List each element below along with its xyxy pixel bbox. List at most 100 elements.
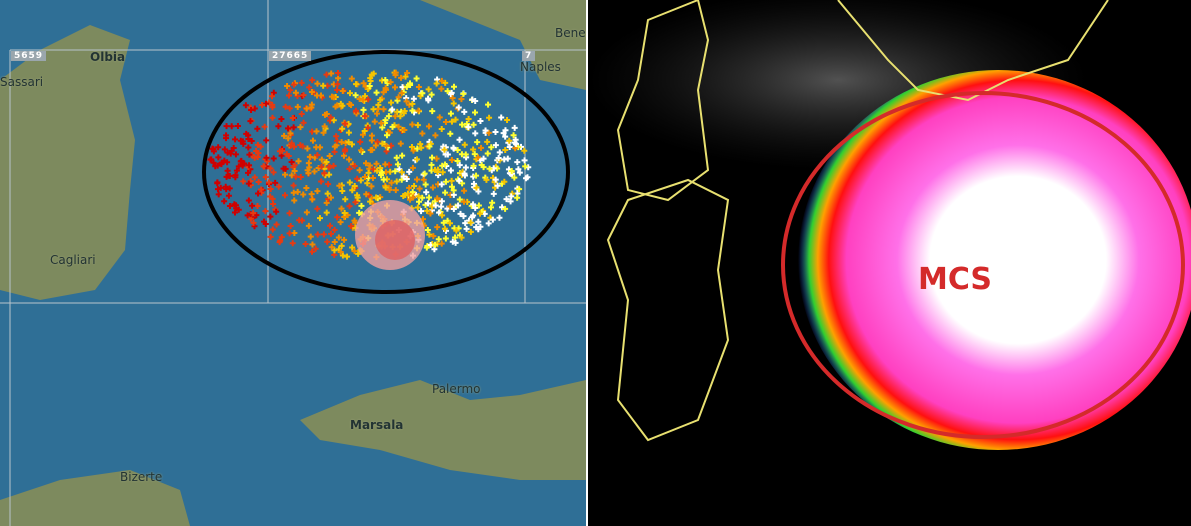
lightning-stroke-mark bbox=[426, 143, 433, 150]
lightning-stroke-mark bbox=[452, 234, 459, 241]
lightning-stroke-mark bbox=[270, 169, 277, 176]
lightning-stroke-mark bbox=[286, 105, 293, 112]
city-label: Marsala bbox=[350, 418, 404, 432]
lightning-stroke-mark bbox=[288, 172, 295, 179]
lightning-stroke-mark bbox=[349, 187, 356, 194]
lightning-stroke-mark bbox=[362, 160, 369, 167]
lightning-stroke-mark bbox=[438, 181, 445, 188]
lightning-stroke-mark bbox=[212, 163, 219, 170]
lightning-stroke-mark bbox=[411, 182, 418, 189]
lightning-stroke-mark bbox=[297, 174, 304, 181]
lightning-stroke-mark bbox=[217, 184, 224, 191]
lightning-stroke-mark bbox=[308, 88, 315, 95]
city-label: Naples bbox=[520, 60, 561, 74]
lightning-stroke-mark bbox=[496, 214, 503, 221]
lightning-stroke-mark bbox=[462, 164, 469, 171]
lightning-stroke-mark bbox=[263, 137, 270, 144]
lightning-stroke-mark bbox=[429, 108, 436, 115]
lightning-stroke-mark bbox=[221, 198, 228, 205]
lightning-stroke-mark bbox=[290, 189, 297, 196]
lightning-stroke-mark bbox=[438, 77, 445, 84]
lightning-stroke-mark bbox=[300, 92, 307, 99]
lightning-stroke-mark bbox=[260, 163, 267, 170]
lightning-stroke-mark bbox=[469, 214, 476, 221]
lightning-stroke-mark bbox=[408, 143, 415, 150]
lightning-stroke-mark bbox=[366, 82, 373, 89]
lightning-stroke-mark bbox=[334, 102, 341, 109]
lightning-stroke-mark bbox=[331, 226, 338, 233]
lightning-stroke-mark bbox=[365, 169, 372, 176]
lightning-stroke-mark bbox=[365, 124, 372, 131]
lightning-stroke-mark bbox=[331, 247, 338, 254]
lightning-stroke-mark bbox=[414, 176, 421, 183]
lightning-stroke-mark bbox=[465, 124, 472, 131]
lightning-stroke-mark bbox=[244, 212, 251, 219]
lightning-stroke-mark bbox=[456, 177, 463, 184]
lightning-stroke-mark bbox=[368, 183, 375, 190]
lightning-stroke-mark bbox=[334, 214, 341, 221]
lightning-stroke-mark bbox=[237, 137, 244, 144]
lightning-stroke-mark bbox=[285, 135, 292, 142]
lightning-stroke-mark bbox=[370, 166, 377, 173]
lightning-stroke-mark bbox=[392, 168, 399, 175]
lightning-stroke-mark bbox=[425, 86, 432, 93]
lightning-stroke-mark bbox=[467, 219, 474, 226]
lightning-stroke-mark bbox=[306, 84, 313, 91]
lightning-stroke-mark bbox=[323, 199, 330, 206]
lightning-stroke-mark bbox=[367, 75, 374, 82]
lightning-stroke-mark bbox=[323, 158, 330, 165]
lightning-stroke-mark bbox=[302, 241, 309, 248]
lightning-stroke-mark bbox=[387, 79, 394, 86]
lightning-stroke-mark bbox=[444, 88, 451, 95]
lightning-stroke-mark bbox=[439, 169, 446, 176]
lightning-stroke-mark bbox=[245, 180, 252, 187]
lightning-stroke-mark bbox=[339, 187, 346, 194]
lightning-stroke-mark bbox=[251, 174, 258, 181]
lightning-stroke-mark bbox=[447, 203, 454, 210]
lightning-stroke-mark bbox=[474, 154, 481, 161]
lightning-stroke-mark bbox=[428, 91, 435, 98]
lightning-stroke-mark bbox=[485, 101, 492, 108]
lightning-stroke-mark bbox=[415, 193, 422, 200]
lightning-stroke-mark bbox=[226, 172, 233, 179]
lightning-stroke-mark bbox=[419, 90, 426, 97]
lightning-stroke-mark bbox=[231, 201, 238, 208]
lightning-stroke-mark bbox=[250, 210, 257, 217]
lightning-stroke-mark bbox=[470, 162, 477, 169]
lightning-stroke-mark bbox=[392, 69, 399, 76]
lightning-stroke-mark bbox=[253, 212, 260, 219]
lightning-stroke-mark bbox=[489, 216, 496, 223]
lightning-stroke-mark bbox=[270, 155, 277, 162]
lightning-stroke-mark bbox=[500, 130, 507, 137]
lightning-stroke-mark bbox=[460, 90, 467, 97]
lightning-stroke-mark bbox=[281, 132, 288, 139]
lightning-stroke-mark bbox=[446, 220, 453, 227]
lightning-stroke-mark bbox=[360, 80, 367, 87]
lightning-stroke-mark bbox=[344, 212, 351, 219]
lightning-stroke-mark bbox=[415, 84, 422, 91]
lightning-stroke-mark bbox=[355, 250, 362, 257]
lightning-stroke-mark bbox=[470, 121, 477, 128]
lightning-stroke-mark bbox=[458, 234, 465, 241]
lightning-stroke-mark bbox=[434, 195, 441, 202]
lightning-stroke-mark bbox=[210, 159, 217, 166]
lightning-stroke-mark bbox=[392, 113, 399, 120]
lightning-stroke-mark bbox=[428, 161, 435, 168]
lightning-stroke-mark bbox=[502, 205, 509, 212]
lightning-stroke-mark bbox=[221, 146, 228, 153]
lightning-stroke-mark bbox=[430, 233, 437, 240]
lightning-stroke-mark bbox=[485, 129, 492, 136]
lightning-stroke-mark bbox=[458, 96, 465, 103]
lightning-stroke-mark bbox=[465, 115, 472, 122]
lightning-stroke-mark bbox=[330, 117, 337, 124]
lightning-stroke-mark bbox=[311, 168, 318, 175]
lightning-stroke-mark bbox=[364, 180, 371, 187]
lightning-stroke-mark bbox=[447, 167, 454, 174]
lightning-stroke-mark bbox=[286, 230, 293, 237]
lightning-stroke-mark bbox=[399, 152, 406, 159]
lightning-stroke-mark bbox=[398, 90, 405, 97]
lightning-stroke-mark bbox=[494, 182, 501, 189]
lightning-stroke-mark bbox=[475, 202, 482, 209]
lightning-stroke-mark bbox=[506, 143, 513, 150]
lightning-stroke-mark bbox=[389, 106, 396, 113]
